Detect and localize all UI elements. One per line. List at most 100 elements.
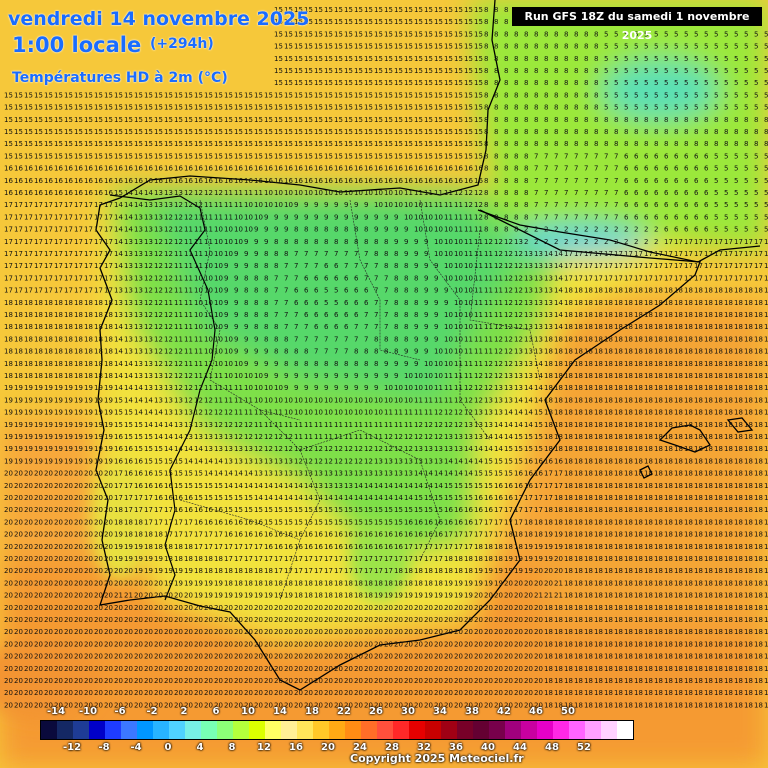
grid-value: 15 [154,91,163,99]
grid-value: 17 [394,555,403,563]
grid-value: 17 [694,250,703,258]
grid-value: 5 [714,189,718,197]
grid-value: 10 [204,274,213,282]
grid-value: 19 [494,567,503,575]
grid-value: 8 [504,226,508,234]
grid-value: 15 [294,152,303,160]
grid-value: 8 [494,213,498,221]
grid-value: 18 [754,299,763,307]
grid-value: 13 [334,482,343,490]
grid-value: 18 [704,494,713,502]
grid-value: 5 [714,213,718,221]
grid-value: 18 [564,287,573,295]
grid-value: 13 [524,348,533,356]
grid-value: 18 [634,372,643,380]
grid-value: 20 [534,701,543,709]
grid-value: 14 [314,494,323,502]
grid-value: 18 [674,579,683,587]
grid-value: 18 [634,689,643,697]
grid-value: 12 [224,421,233,429]
grid-value: 18 [714,701,723,709]
grid-value: 18 [724,592,733,600]
grid-value: 7 [574,177,578,185]
grid-value: 16 [474,494,483,502]
grid-value: 13 [344,470,353,478]
grid-value: 5 [664,43,668,51]
grid-value: 18 [734,555,743,563]
grid-value: 8 [584,104,588,112]
grid-value: 18 [584,579,593,587]
grid-value: 20 [114,640,123,648]
grid-value: 11 [464,360,473,368]
grid-value: 18 [694,409,703,417]
grid-value: 19 [214,592,223,600]
grid-value: 13 [514,348,523,356]
grid-value: 20 [334,665,343,673]
grid-value: 18 [594,287,603,295]
grid-value: 6 [674,152,679,160]
grid-value: 18 [294,579,303,587]
grid-value: 19 [24,396,33,404]
grid-value: 10 [424,226,433,234]
grid-value: 9 [264,226,268,234]
grid-value: 18 [554,360,563,368]
grid-value: 13 [534,335,543,343]
grid-value: 13 [264,457,273,465]
grid-value: 15 [114,91,123,99]
legend-swatch [169,721,185,739]
grid-value: 15 [434,6,443,14]
grid-value: 15 [274,506,283,514]
grid-value: 11 [224,189,233,197]
grid-value: 11 [174,262,183,270]
grid-value: 7 [544,152,548,160]
grid-value: 20 [284,604,293,612]
grid-value: 18 [604,433,613,441]
grid-value: 20 [174,689,183,697]
grid-value: 20 [344,640,353,648]
grid-value: 20 [194,604,203,612]
grid-value: 20 [194,677,203,685]
grid-value: 8 [714,140,718,148]
grid-value: 7 [554,152,558,160]
grid-value: 20 [104,653,113,661]
grid-value: 5 [644,104,648,112]
grid-value: 5 [744,189,748,197]
grid-value: 14 [524,396,533,404]
grid-value: 19 [164,579,173,587]
grid-value: 7 [534,152,538,160]
grid-value: 7 [354,335,358,343]
grid-value: 18 [614,470,623,478]
grid-value: 19 [34,433,43,441]
grid-value: 20 [234,640,243,648]
grid-value: 18 [694,677,703,685]
grid-value: 5 [764,79,768,87]
grid-value: 8 [514,165,518,173]
grid-value: 16 [534,470,543,478]
grid-value: 9 [264,238,268,246]
grid-value: 15 [504,457,513,465]
grid-value: 18 [734,299,743,307]
grid-value: 19 [74,457,83,465]
grid-value: 12 [484,384,493,392]
grid-value: 17 [454,531,463,539]
grid-value: 13 [224,433,233,441]
grid-value: 18 [614,348,623,356]
grid-value: 5 [714,30,718,38]
grid-value: 6 [664,165,669,173]
grid-value: 19 [514,567,523,575]
grid-value: 16 [34,177,43,185]
grid-value: 18 [754,384,763,392]
grid-value: 6 [664,226,669,234]
grid-value: 18 [714,421,723,429]
grid-value: 20 [154,604,163,612]
grid-value: 7 [574,165,578,173]
grid-value: 8 [524,177,528,185]
grid-value: 20 [94,677,103,685]
grid-value: 18 [694,518,703,526]
grid-value: 12 [194,189,203,197]
grid-value: 13 [204,433,213,441]
grid-value: 18 [634,701,643,709]
grid-value: 18 [4,335,13,343]
grid-value: 18 [614,555,623,563]
grid-value: 18 [234,567,243,575]
